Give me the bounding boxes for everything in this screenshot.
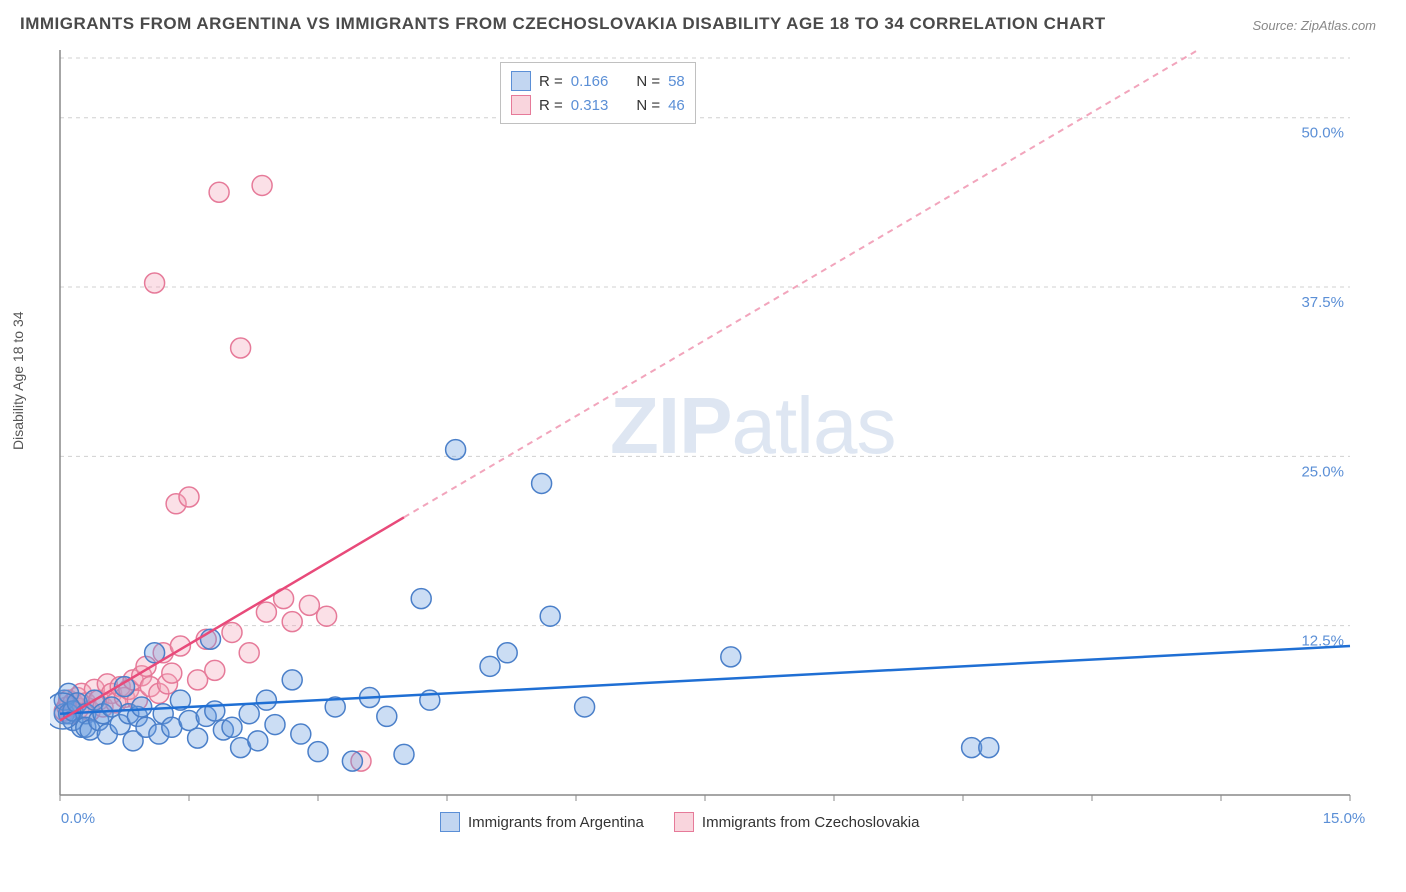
legend-swatch [511,95,531,115]
legend-swatch [511,71,531,91]
legend-item: Immigrants from Argentina [440,812,644,832]
scatter-point [256,602,276,622]
n-value: 58 [668,73,685,90]
scatter-point [239,643,259,663]
scatter-point [575,697,595,717]
r-label: R = [539,97,563,114]
plot-area: 12.5%25.0%37.5%50.0%0.0%15.0% ZIPatlas R… [50,50,1380,840]
legend-item: Immigrants from Czechoslovakia [674,812,920,832]
scatter-point [291,724,311,744]
r-label: R = [539,73,563,90]
svg-text:15.0%: 15.0% [1323,810,1366,827]
legend-swatch [440,812,460,832]
trend-line [60,517,404,720]
stats-box: R = 0.166 N = 58 R = 0.313 N = 46 [500,62,696,124]
scatter-point [411,589,431,609]
bottom-legend: Immigrants from Argentina Immigrants from… [440,812,919,832]
scatter-point [248,731,268,751]
y-axis-label: Disability Age 18 to 34 [10,311,26,450]
svg-text:0.0%: 0.0% [61,810,95,827]
scatter-point [480,656,500,676]
scatter-point [446,440,466,460]
svg-text:50.0%: 50.0% [1301,125,1344,142]
legend-label: Immigrants from Argentina [468,814,644,831]
stats-row: R = 0.313 N = 46 [511,93,685,117]
scatter-point [317,606,337,626]
scatter-point [540,606,560,626]
scatter-point [282,612,302,632]
scatter-point [377,706,397,726]
scatter-point [222,717,242,737]
scatter-point [342,751,362,771]
stats-row: R = 0.166 N = 58 [511,69,685,93]
chart-title: IMMIGRANTS FROM ARGENTINA VS IMMIGRANTS … [20,14,1106,34]
n-label: N = [636,97,660,114]
scatter-point [256,690,276,710]
scatter-point [497,643,517,663]
scatter-point [179,487,199,507]
scatter-point [252,175,272,195]
scatter-point [231,338,251,358]
scatter-point [222,622,242,642]
scatter-point [282,670,302,690]
scatter-point [209,182,229,202]
svg-text:37.5%: 37.5% [1301,294,1344,311]
chart-svg: 12.5%25.0%37.5%50.0%0.0%15.0% [50,50,1380,840]
r-value: 0.313 [571,97,609,114]
scatter-point [532,473,552,493]
n-label: N = [636,73,660,90]
r-value: 0.166 [571,73,609,90]
scatter-point [145,273,165,293]
n-value: 46 [668,97,685,114]
scatter-point [721,647,741,667]
scatter-point [299,595,319,615]
scatter-point [308,742,328,762]
scatter-point [239,704,259,724]
source-attribution: Source: ZipAtlas.com [1252,18,1376,33]
scatter-point [132,697,152,717]
scatter-point [265,715,285,735]
scatter-point [162,663,182,683]
legend-swatch [674,812,694,832]
scatter-point [188,728,208,748]
scatter-point [205,660,225,680]
legend-label: Immigrants from Czechoslovakia [702,814,920,831]
svg-text:25.0%: 25.0% [1301,463,1344,480]
scatter-point [979,738,999,758]
scatter-point [394,744,414,764]
